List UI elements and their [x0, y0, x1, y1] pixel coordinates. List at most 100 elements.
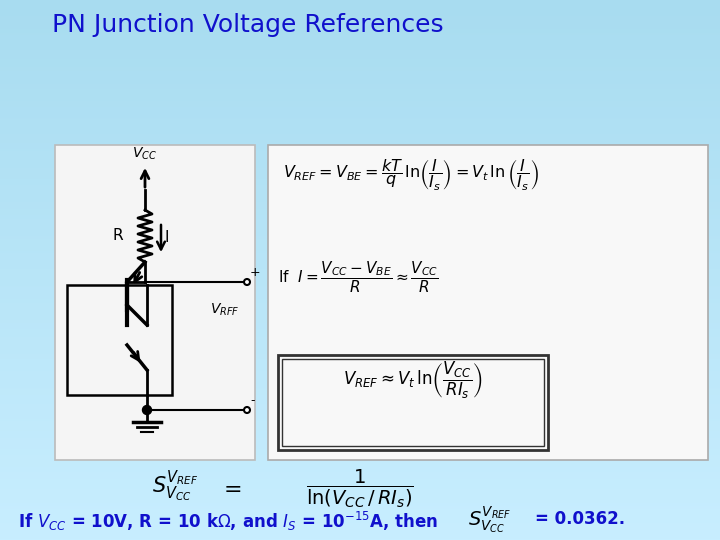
Bar	[0, 176, 720, 177]
Bar	[0, 171, 720, 172]
Bar	[0, 250, 720, 251]
Bar	[0, 243, 720, 244]
Bar	[0, 382, 720, 383]
Bar	[0, 23, 720, 24]
Bar	[0, 363, 720, 364]
Bar	[0, 320, 720, 321]
Bar	[0, 175, 720, 176]
Bar	[0, 9, 720, 10]
Bar	[0, 265, 720, 266]
Bar	[0, 93, 720, 94]
Bar	[0, 115, 720, 116]
Bar	[0, 307, 720, 308]
Bar	[0, 292, 720, 293]
Bar	[0, 534, 720, 535]
Bar	[0, 529, 720, 530]
Bar	[0, 431, 720, 432]
Bar	[0, 489, 720, 490]
Bar	[0, 373, 720, 374]
Bar	[0, 61, 720, 62]
Bar	[0, 47, 720, 48]
Bar	[0, 230, 720, 231]
Bar	[0, 496, 720, 497]
Bar	[0, 526, 720, 527]
Bar	[0, 198, 720, 199]
Bar	[0, 378, 720, 379]
Bar	[0, 4, 720, 5]
Bar	[0, 20, 720, 21]
Bar	[0, 161, 720, 162]
Bar	[0, 60, 720, 61]
Bar	[0, 248, 720, 249]
Bar	[0, 394, 720, 395]
Bar	[0, 191, 720, 192]
Bar	[0, 323, 720, 324]
Bar	[0, 147, 720, 148]
Bar	[0, 328, 720, 329]
Bar	[0, 127, 720, 128]
Bar	[0, 254, 720, 255]
Bar	[0, 478, 720, 479]
Bar	[0, 112, 720, 113]
Bar	[0, 124, 720, 125]
Bar	[0, 498, 720, 499]
Bar	[0, 445, 720, 446]
Bar	[0, 358, 720, 359]
Bar	[0, 425, 720, 426]
Bar	[0, 86, 720, 87]
Bar	[0, 376, 720, 377]
Bar	[0, 306, 720, 307]
Bar	[0, 88, 720, 89]
Bar	[0, 473, 720, 474]
Bar	[0, 392, 720, 393]
Bar	[0, 365, 720, 366]
Bar	[0, 372, 720, 373]
Bar	[0, 458, 720, 459]
Bar	[0, 417, 720, 418]
Bar	[0, 492, 720, 493]
Bar	[0, 110, 720, 111]
Bar	[0, 68, 720, 69]
Bar	[0, 264, 720, 265]
Bar	[0, 218, 720, 219]
Bar	[0, 535, 720, 536]
Bar	[0, 271, 720, 272]
Bar	[0, 148, 720, 149]
Bar	[0, 466, 720, 467]
Bar	[0, 397, 720, 398]
Bar	[0, 251, 720, 252]
Bar	[0, 232, 720, 233]
Bar	[0, 379, 720, 380]
Bar	[0, 390, 720, 391]
Bar	[0, 200, 720, 201]
Bar	[0, 421, 720, 422]
Bar	[0, 152, 720, 153]
Bar	[0, 89, 720, 90]
Bar	[0, 299, 720, 300]
Bar	[0, 206, 720, 207]
Bar	[0, 231, 720, 232]
Bar	[0, 487, 720, 488]
Bar	[0, 71, 720, 72]
Bar	[0, 269, 720, 270]
Bar	[0, 64, 720, 65]
Bar	[0, 389, 720, 390]
Bar	[0, 483, 720, 484]
Bar	[0, 187, 720, 188]
Bar	[0, 481, 720, 482]
Bar	[0, 303, 720, 304]
Bar	[0, 311, 720, 312]
Bar	[0, 532, 720, 533]
Bar	[0, 194, 720, 195]
Bar	[0, 205, 720, 206]
Bar	[0, 104, 720, 105]
Bar	[0, 399, 720, 400]
Bar	[0, 412, 720, 413]
Bar	[0, 276, 720, 277]
Bar	[0, 186, 720, 187]
Bar	[0, 101, 720, 102]
Bar	[0, 351, 720, 352]
Bar	[0, 381, 720, 382]
Bar	[0, 128, 720, 129]
Bar	[0, 467, 720, 468]
